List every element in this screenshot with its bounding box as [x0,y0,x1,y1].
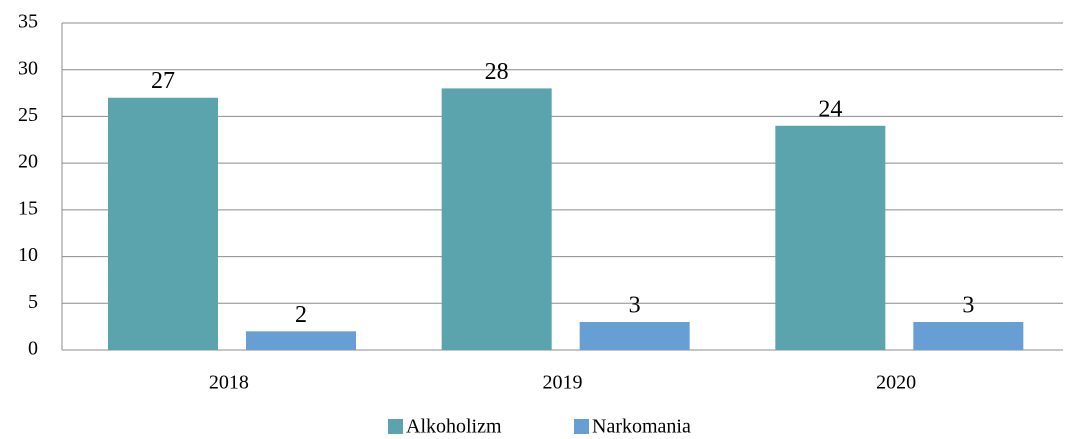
data-label: 24 [818,96,842,122]
y-tick-label: 5 [28,291,38,313]
data-label: 2 [295,302,307,328]
legend-label: Alkoholizm [406,416,502,438]
y-tick-label: 20 [18,151,38,173]
bar [579,321,690,350]
data-label: 3 [629,292,641,318]
bar [246,331,356,350]
legend-swatch [388,419,403,434]
legend-label: Narkomania [592,416,691,438]
x-tick-label: 2019 [543,372,583,394]
y-tick-label: 0 [28,338,38,360]
bar [913,321,1024,350]
x-tick-label: 2018 [209,372,249,394]
y-tick-label: 15 [18,197,38,219]
data-label: 28 [485,59,509,85]
data-label: 27 [151,68,175,94]
bar [108,97,218,350]
bar [775,125,886,351]
data-label: 3 [962,292,974,318]
y-tick-label: 35 [18,11,38,33]
bar [441,88,552,351]
y-tick-label: 25 [18,104,38,126]
x-tick-label: 2020 [876,372,916,394]
legend-swatch [574,419,589,434]
y-tick-label: 30 [18,57,38,79]
y-tick-label: 10 [18,244,38,266]
